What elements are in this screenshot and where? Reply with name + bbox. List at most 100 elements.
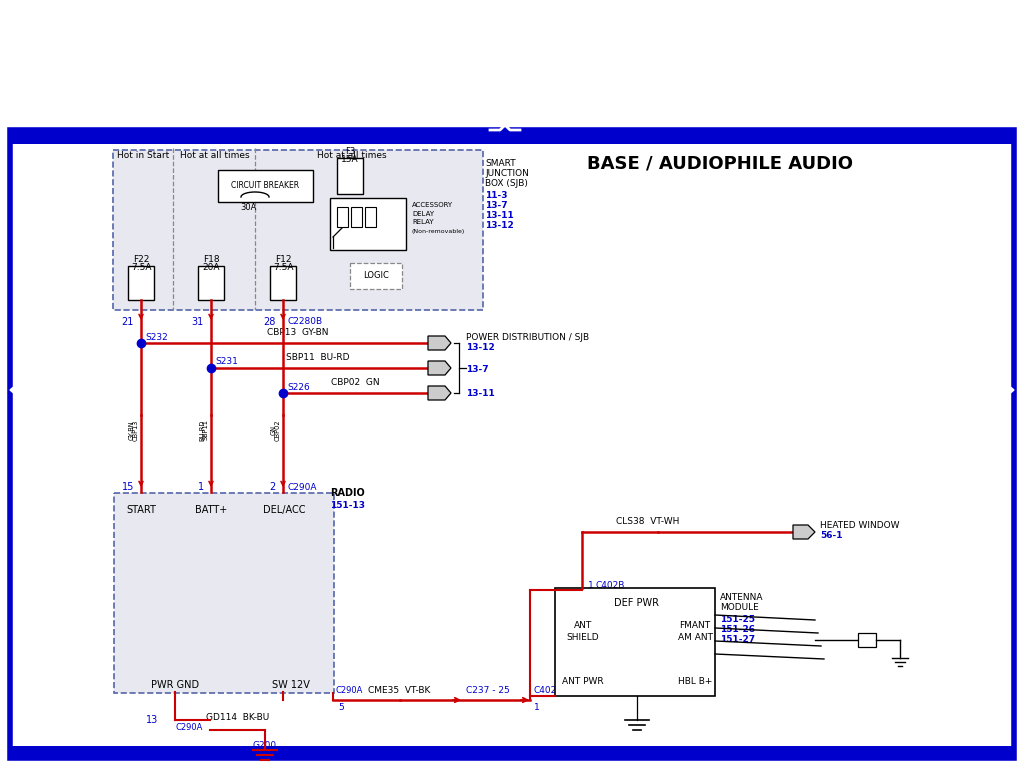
Text: C290A: C290A bbox=[335, 686, 362, 695]
Polygon shape bbox=[793, 525, 815, 539]
Bar bbox=[198, 266, 224, 300]
Text: CIRCUIT BREAKER: CIRCUIT BREAKER bbox=[231, 181, 299, 190]
Text: BU-RD: BU-RD bbox=[199, 419, 205, 441]
Text: CBP02: CBP02 bbox=[275, 419, 281, 441]
Text: 13-12: 13-12 bbox=[466, 343, 495, 353]
Bar bbox=[218, 170, 313, 202]
Text: GD114  BK-BU: GD114 BK-BU bbox=[207, 713, 269, 722]
Bar bbox=[555, 588, 715, 696]
Text: 20A: 20A bbox=[203, 263, 220, 273]
Text: F3: F3 bbox=[345, 147, 355, 157]
Text: C290A: C290A bbox=[175, 723, 203, 733]
Text: 15A: 15A bbox=[341, 154, 358, 164]
Text: AM ANT: AM ANT bbox=[678, 634, 713, 643]
Bar bbox=[351, 207, 362, 227]
Bar bbox=[113, 150, 483, 310]
Text: HEATED WINDOW: HEATED WINDOW bbox=[820, 521, 899, 531]
Text: FMANT: FMANT bbox=[680, 621, 711, 630]
Bar bbox=[10, 130, 1014, 144]
Text: SW 12V: SW 12V bbox=[272, 680, 310, 690]
Text: 13-7: 13-7 bbox=[485, 200, 508, 210]
Text: RADIO: RADIO bbox=[330, 488, 365, 498]
Text: CBP13  GY-BN: CBP13 GY-BN bbox=[267, 328, 329, 337]
Text: C2280B: C2280B bbox=[287, 317, 323, 326]
Text: C402B: C402B bbox=[596, 581, 626, 590]
Text: G200: G200 bbox=[253, 740, 278, 750]
Text: SBP11  BU-RD: SBP11 BU-RD bbox=[287, 353, 350, 362]
Text: 13-7: 13-7 bbox=[466, 366, 488, 375]
Polygon shape bbox=[996, 375, 1014, 405]
Bar bbox=[10, 746, 1014, 758]
Text: JUNCTION: JUNCTION bbox=[485, 168, 528, 177]
Text: 13-12: 13-12 bbox=[485, 220, 514, 230]
Text: ANTENNA: ANTENNA bbox=[720, 594, 764, 603]
Bar bbox=[337, 158, 362, 194]
Text: 10-4: 10-4 bbox=[255, 750, 275, 759]
Text: BOX (SJB): BOX (SJB) bbox=[485, 178, 528, 187]
Text: 28: 28 bbox=[263, 317, 276, 327]
Bar bbox=[350, 263, 402, 289]
Text: SMART: SMART bbox=[485, 158, 516, 167]
Text: 56-1: 56-1 bbox=[820, 531, 843, 541]
Bar bbox=[858, 633, 876, 647]
Text: 1: 1 bbox=[588, 581, 594, 590]
Text: 151-13: 151-13 bbox=[330, 501, 365, 509]
Bar bbox=[114, 493, 334, 693]
Text: 31: 31 bbox=[191, 317, 204, 327]
Text: 13-11: 13-11 bbox=[485, 210, 514, 220]
Bar bbox=[330, 198, 406, 250]
Text: 151-25: 151-25 bbox=[720, 615, 755, 624]
Text: Hot in Start: Hot in Start bbox=[117, 151, 169, 161]
Text: GN: GN bbox=[271, 425, 278, 435]
Bar bbox=[10, 130, 1014, 758]
Text: 151-27: 151-27 bbox=[720, 635, 755, 644]
Text: CBP13: CBP13 bbox=[133, 419, 139, 441]
Text: MODULE: MODULE bbox=[720, 604, 759, 613]
Text: 1: 1 bbox=[198, 482, 204, 492]
Text: Hot at all times: Hot at all times bbox=[317, 151, 387, 161]
Text: 11-3: 11-3 bbox=[485, 190, 508, 200]
Text: 21: 21 bbox=[122, 317, 134, 327]
Text: 5: 5 bbox=[338, 703, 344, 713]
Text: PWR GND: PWR GND bbox=[151, 680, 199, 690]
Text: S226: S226 bbox=[287, 382, 309, 392]
Text: DEF PWR: DEF PWR bbox=[614, 598, 659, 608]
Text: GY-BN: GY-BN bbox=[129, 420, 135, 440]
Text: Hot at all times: Hot at all times bbox=[180, 151, 250, 161]
Text: F18: F18 bbox=[203, 256, 219, 264]
Text: POWER DISTRIBUTION / SJB: POWER DISTRIBUTION / SJB bbox=[466, 333, 589, 342]
Text: SBP11: SBP11 bbox=[203, 419, 209, 440]
Bar bbox=[337, 207, 348, 227]
Text: BATT+: BATT+ bbox=[195, 505, 227, 515]
Polygon shape bbox=[428, 361, 451, 375]
Text: C237 - 25: C237 - 25 bbox=[466, 686, 510, 695]
Text: (Non-removable): (Non-removable) bbox=[412, 229, 465, 233]
Text: CLS38  VT-WH: CLS38 VT-WH bbox=[616, 517, 680, 526]
Text: 15: 15 bbox=[122, 482, 134, 492]
Text: 1: 1 bbox=[534, 703, 540, 713]
Bar bbox=[270, 266, 296, 300]
Text: 7.5A: 7.5A bbox=[131, 263, 152, 273]
Text: ACCESSORY: ACCESSORY bbox=[412, 202, 454, 208]
Text: SHIELD: SHIELD bbox=[566, 634, 599, 643]
Text: CME35  VT-BK: CME35 VT-BK bbox=[368, 686, 430, 695]
Text: LOGIC: LOGIC bbox=[364, 272, 389, 280]
Text: 30A: 30A bbox=[240, 203, 256, 211]
Text: DELAY: DELAY bbox=[412, 211, 434, 217]
Text: 2: 2 bbox=[269, 482, 276, 492]
Polygon shape bbox=[10, 375, 28, 405]
Text: S231: S231 bbox=[215, 357, 238, 366]
Bar bbox=[365, 207, 376, 227]
Text: DEL/ACC: DEL/ACC bbox=[263, 505, 305, 515]
Text: F12: F12 bbox=[274, 256, 291, 264]
Text: 13: 13 bbox=[145, 715, 158, 725]
Text: ANT PWR: ANT PWR bbox=[562, 677, 604, 687]
Text: 7.5A: 7.5A bbox=[272, 263, 293, 273]
Text: 13-11: 13-11 bbox=[466, 389, 495, 399]
Text: C402A: C402A bbox=[534, 686, 563, 695]
Text: BASE / AUDIOPHILE AUDIO: BASE / AUDIOPHILE AUDIO bbox=[587, 154, 853, 172]
Text: ANT: ANT bbox=[573, 621, 592, 630]
Text: 151-26: 151-26 bbox=[720, 625, 755, 634]
Text: CBP02  GN: CBP02 GN bbox=[331, 378, 379, 387]
Text: START: START bbox=[126, 505, 156, 515]
